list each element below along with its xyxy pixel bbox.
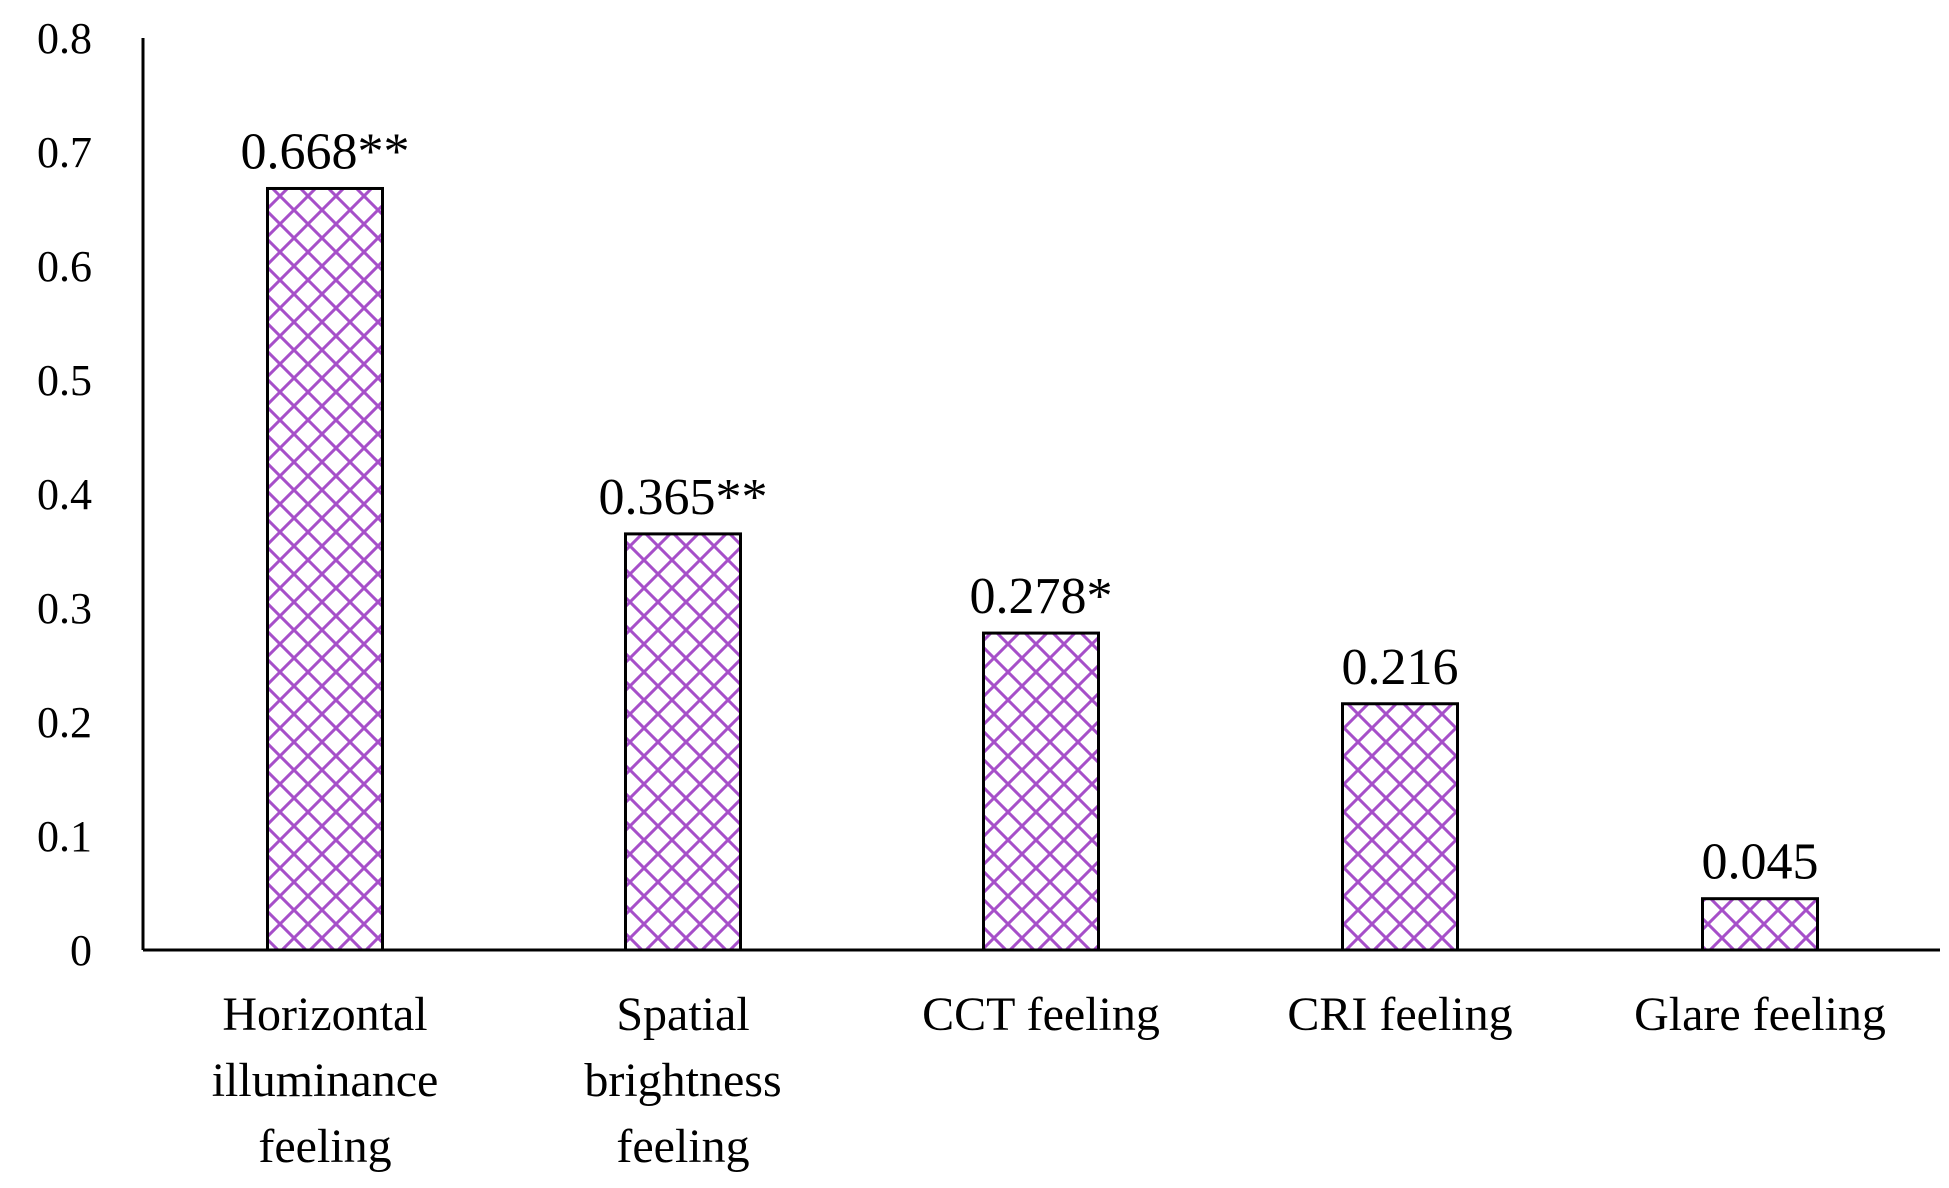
data-label: 0.365** [599,469,768,526]
data-labels: 0.668** 0.365** 0.278* 0.216 0.045 [241,123,1819,890]
y-tick-label: 0.2 [37,698,92,747]
data-label: 0.278* [970,568,1113,625]
y-tick-label: 0.8 [37,14,92,63]
bar [1701,897,1819,952]
bars [266,186,1819,952]
category-label: Horizontal [222,988,427,1041]
category-label: Glare feeling [1634,988,1886,1041]
y-tick-label: 0.3 [37,584,92,633]
y-tick-label: 0.7 [37,128,92,177]
bar [266,186,384,952]
y-tick-label: 0 [70,926,92,975]
x-axis-labels: Horizontal illuminance feeling Spatial brigh… [212,988,1886,1173]
y-tick-label: 0.6 [37,242,92,291]
bar [1341,702,1459,952]
y-axis-ticks: 0 0.1 0.2 0.3 0.4 0.5 0.6 0.7 0.8 [37,14,92,975]
category-label: CCT feeling [922,988,1160,1041]
category-label: illuminance [212,1054,439,1107]
data-label: 0.668** [241,123,410,180]
y-tick-label: 0.5 [37,356,92,405]
y-tick-label: 0.4 [37,470,92,519]
y-tick-label: 0.1 [37,812,92,861]
bar [624,532,742,952]
category-label: brightness [584,1054,781,1107]
bar [982,631,1100,952]
category-label: CRI feeling [1287,988,1512,1041]
data-label: 0.216 [1342,639,1459,696]
data-label: 0.045 [1702,834,1819,891]
category-label: feeling [616,1120,749,1173]
category-label: feeling [258,1120,391,1173]
category-label: Spatial [616,988,749,1041]
